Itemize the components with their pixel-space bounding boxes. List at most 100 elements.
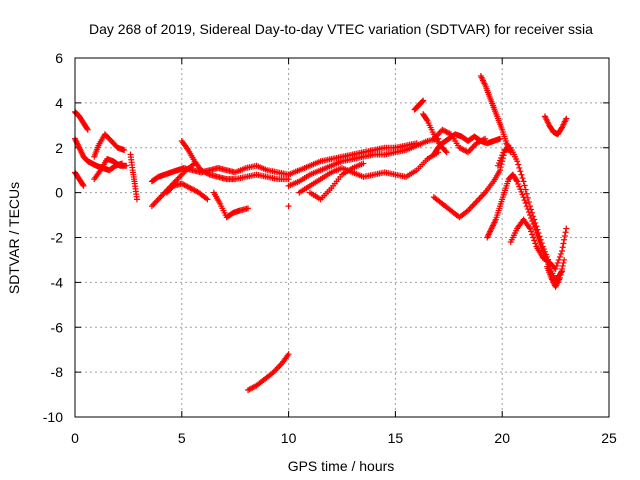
data-point (154, 197, 161, 204)
data-point (559, 244, 566, 251)
data-point (532, 227, 539, 234)
data-point (518, 171, 525, 178)
data-point (561, 256, 568, 263)
data-point (523, 203, 530, 210)
data-point (482, 135, 489, 142)
data-point (174, 176, 181, 183)
data-point (562, 229, 569, 236)
data-point (521, 182, 528, 189)
data-point (528, 228, 535, 235)
data-point (469, 203, 476, 210)
series-arc-5 (91, 155, 130, 183)
series-arc-4 (91, 131, 128, 160)
y-tick-label: -4 (51, 274, 64, 290)
y-tick-label: -2 (51, 230, 64, 246)
data-point (274, 364, 281, 371)
data-point (470, 201, 477, 208)
data-point (133, 196, 140, 203)
data-point (516, 164, 523, 171)
series-arc-18 (411, 97, 427, 113)
data-point (559, 265, 566, 272)
data-point (443, 149, 450, 156)
data-point (423, 116, 430, 123)
data-point (472, 200, 479, 207)
data-point (517, 168, 524, 175)
y-tick-label: -6 (51, 319, 64, 335)
series-arc-12 (245, 351, 292, 394)
x-tick-label: 20 (494, 430, 510, 446)
data-point (245, 205, 252, 212)
data-point (531, 237, 538, 244)
x-tick-label: 25 (601, 430, 617, 446)
data-point (535, 235, 542, 242)
y-tick-label: 0 (55, 185, 63, 201)
data-point (525, 198, 532, 205)
data-point (545, 258, 552, 265)
data-point (519, 175, 526, 182)
data-point (521, 197, 528, 204)
data-point (158, 192, 165, 199)
data-point (563, 225, 570, 232)
data-point (558, 268, 565, 275)
series-arc-16 (306, 160, 367, 203)
series-arc-17 (420, 111, 450, 156)
data-point (79, 181, 86, 188)
data-point (497, 167, 504, 174)
data-point (519, 191, 526, 198)
series-arc-25 (507, 216, 553, 266)
data-point (153, 198, 160, 205)
y-tick-label: -10 (43, 409, 63, 425)
data-point (560, 240, 567, 247)
data-point (499, 152, 506, 159)
data-point (204, 196, 211, 203)
data-point (516, 183, 523, 190)
series-arc-3 (72, 169, 87, 189)
data-point (177, 173, 184, 180)
data-point (534, 233, 541, 240)
data-point (532, 240, 539, 247)
data-point (477, 194, 484, 201)
data-point (276, 363, 283, 370)
axis-ticks: 0 5 10 15 20 25 -10 -8 -6 -4 -2 0 2 4 6 (43, 50, 617, 446)
data-point (557, 271, 564, 278)
data-point (150, 201, 157, 208)
series-arc-7 (148, 162, 292, 185)
data-point (466, 147, 473, 154)
data-point (419, 98, 426, 105)
data-point (560, 259, 567, 266)
data-point (518, 188, 525, 195)
data-point (531, 224, 538, 231)
data-point (530, 234, 537, 241)
data-point (175, 174, 182, 181)
data-point (473, 198, 480, 205)
y-tick-label: 4 (55, 95, 63, 111)
plot-border (74, 57, 610, 418)
data-point (480, 191, 487, 198)
data-point (556, 274, 563, 281)
data-point (529, 231, 536, 238)
data-point (84, 126, 91, 133)
x-axis-label: GPS time / hours (288, 458, 395, 474)
series-arc-20 (430, 126, 489, 156)
data-point (526, 212, 533, 219)
series-arc-10 (210, 189, 252, 221)
data-point (151, 200, 158, 207)
data-point (495, 160, 502, 167)
data-point (523, 190, 530, 197)
data-point (515, 181, 522, 188)
y-tick-label: 6 (55, 50, 63, 66)
data-point (476, 195, 483, 202)
data-point (273, 366, 280, 373)
data-point (561, 233, 568, 240)
data-point (497, 157, 504, 164)
series-arc-9 (178, 138, 292, 183)
y-tick-label: -8 (51, 364, 64, 380)
data-point (178, 171, 185, 178)
series-arc-6 (127, 151, 140, 203)
data-point (514, 178, 521, 185)
data-point (552, 265, 559, 272)
data-point (522, 200, 529, 207)
data-point (494, 162, 501, 169)
data-point (156, 195, 163, 202)
data-point (536, 238, 543, 245)
